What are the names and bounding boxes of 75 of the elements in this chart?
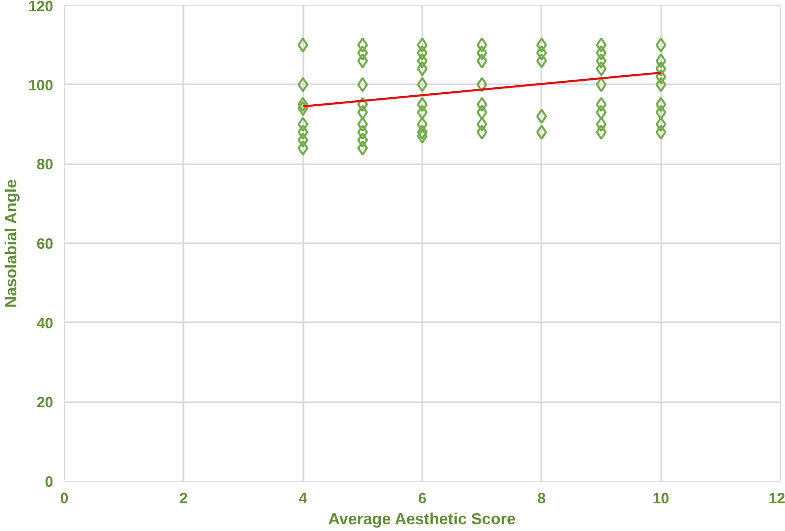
point xyxy=(476,77,488,92)
point xyxy=(298,124,308,140)
point xyxy=(358,46,368,61)
point xyxy=(596,77,607,92)
point xyxy=(417,77,428,92)
point xyxy=(596,105,607,120)
point xyxy=(417,38,428,53)
point xyxy=(656,69,666,84)
point xyxy=(358,77,368,92)
point xyxy=(596,124,607,140)
point xyxy=(298,117,308,132)
point xyxy=(298,101,308,116)
point xyxy=(536,109,548,124)
point xyxy=(476,46,488,61)
point xyxy=(656,97,666,112)
y-tick-label: 20 xyxy=(36,394,54,412)
point xyxy=(417,105,428,120)
point xyxy=(298,77,308,92)
y-tick-label: 0 xyxy=(45,474,54,491)
point xyxy=(298,132,308,148)
point xyxy=(596,97,607,112)
point xyxy=(298,140,308,156)
point xyxy=(476,105,488,120)
point xyxy=(656,124,666,140)
point xyxy=(596,38,607,53)
point xyxy=(656,61,666,76)
x-tick-label: 2 xyxy=(180,490,188,508)
point xyxy=(417,54,428,69)
y-tick-label: 40 xyxy=(36,315,54,332)
point xyxy=(656,77,666,92)
point xyxy=(358,38,368,53)
point xyxy=(596,61,607,76)
y-axis-title: Nasolabial Angle xyxy=(3,180,20,308)
point xyxy=(656,105,666,120)
x-tick-label: 6 xyxy=(418,490,427,508)
point xyxy=(298,97,308,112)
point xyxy=(476,124,488,140)
point xyxy=(417,97,428,112)
point xyxy=(536,54,548,69)
x-tick-label: 8 xyxy=(538,490,546,508)
point xyxy=(417,46,428,61)
point xyxy=(417,117,428,132)
point xyxy=(536,46,548,61)
point xyxy=(476,117,488,132)
point xyxy=(476,97,488,112)
point xyxy=(476,38,488,53)
point xyxy=(417,128,428,144)
x-tick-label: 4 xyxy=(298,490,308,508)
point xyxy=(596,117,607,132)
y-tick-label: 60 xyxy=(36,236,54,253)
point xyxy=(358,117,368,132)
point xyxy=(358,54,368,69)
y-tick-label: 120 xyxy=(28,0,54,16)
point xyxy=(298,38,308,53)
y-tick-label: 100 xyxy=(28,77,54,94)
point xyxy=(358,132,368,148)
x-tick-label: 10 xyxy=(652,490,670,508)
x-axis-title: Average Aesthetic Score xyxy=(328,512,516,528)
point xyxy=(476,54,488,69)
point xyxy=(596,46,607,61)
point xyxy=(417,61,428,76)
x-tick-label: 12 xyxy=(768,490,785,508)
x-tick-label: 0 xyxy=(60,490,69,508)
point xyxy=(656,117,666,132)
point xyxy=(358,140,368,156)
point xyxy=(656,54,666,69)
y-tick-label: 80 xyxy=(36,156,54,174)
point xyxy=(417,124,428,140)
point xyxy=(358,124,368,140)
point xyxy=(536,124,548,140)
point xyxy=(358,105,368,120)
point xyxy=(656,38,666,53)
point xyxy=(596,54,607,69)
point xyxy=(536,38,548,53)
point xyxy=(358,97,368,112)
